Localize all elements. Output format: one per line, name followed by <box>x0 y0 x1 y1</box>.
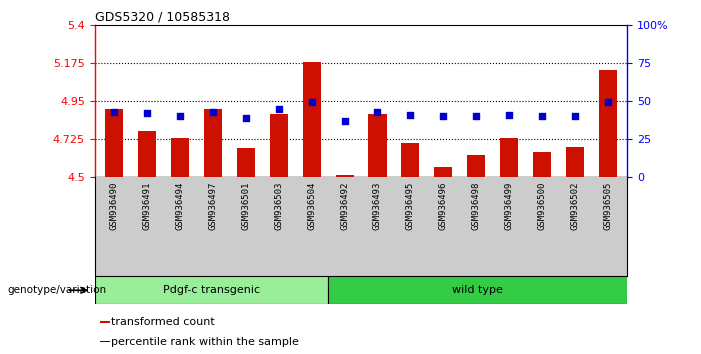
Text: GSM936505: GSM936505 <box>603 182 612 230</box>
Bar <box>327 276 627 304</box>
Point <box>372 109 383 114</box>
Text: GSM936493: GSM936493 <box>373 182 382 230</box>
Text: GSM936496: GSM936496 <box>439 182 448 230</box>
Text: GSM936494: GSM936494 <box>176 182 184 230</box>
Bar <box>100 341 109 342</box>
Text: percentile rank within the sample: percentile rank within the sample <box>111 337 299 347</box>
Point <box>240 115 252 120</box>
Point <box>273 105 285 111</box>
Text: wild type: wild type <box>452 285 503 295</box>
Point <box>175 113 186 119</box>
Bar <box>171 138 189 177</box>
Text: GSM936498: GSM936498 <box>472 182 481 230</box>
Text: GSM936490: GSM936490 <box>110 182 119 230</box>
Bar <box>336 175 353 177</box>
Bar <box>95 276 327 304</box>
Point <box>306 99 318 105</box>
Bar <box>100 321 109 322</box>
Bar <box>533 152 551 177</box>
Bar <box>138 131 156 177</box>
Text: GSM936501: GSM936501 <box>241 182 250 230</box>
Bar <box>369 114 386 177</box>
Bar <box>270 114 288 177</box>
Point <box>207 109 219 114</box>
Point <box>142 110 153 116</box>
Bar <box>401 143 419 177</box>
Point <box>470 113 482 119</box>
Point <box>536 113 547 119</box>
Text: GSM936497: GSM936497 <box>208 182 217 230</box>
Text: Pdgf-c transgenic: Pdgf-c transgenic <box>163 285 260 295</box>
Bar <box>500 138 518 177</box>
Bar <box>105 109 123 177</box>
Point <box>109 109 120 114</box>
Point <box>437 113 449 119</box>
Text: GSM936491: GSM936491 <box>143 182 151 230</box>
Text: GSM936499: GSM936499 <box>505 182 514 230</box>
Bar <box>467 155 485 177</box>
Text: genotype/variation: genotype/variation <box>7 285 106 295</box>
Point <box>602 99 613 105</box>
Text: transformed count: transformed count <box>111 317 215 327</box>
Point <box>404 112 416 118</box>
Text: GSM936492: GSM936492 <box>340 182 349 230</box>
Bar <box>599 70 617 177</box>
Point <box>339 118 350 124</box>
Text: GSM936495: GSM936495 <box>406 182 415 230</box>
Bar <box>434 167 452 177</box>
Text: GSM936504: GSM936504 <box>307 182 316 230</box>
Bar <box>204 109 222 177</box>
Bar <box>303 62 321 177</box>
Text: GSM936502: GSM936502 <box>571 182 579 230</box>
Text: GSM936500: GSM936500 <box>538 182 546 230</box>
Point <box>503 112 515 118</box>
Point <box>569 113 580 119</box>
Bar <box>237 148 255 177</box>
Text: GDS5320 / 10585318: GDS5320 / 10585318 <box>95 11 230 24</box>
Text: GSM936503: GSM936503 <box>274 182 283 230</box>
Bar <box>566 147 584 177</box>
